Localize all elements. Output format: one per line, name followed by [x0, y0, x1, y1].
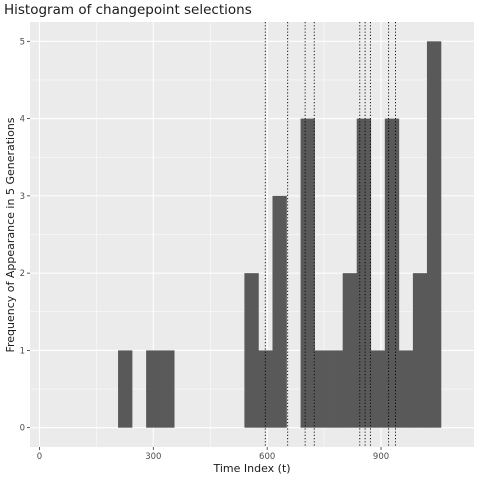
y-tick-label: 4	[20, 115, 25, 125]
x-tick-label: 600	[259, 452, 275, 462]
histogram-bars	[118, 41, 442, 428]
x-tick-label: 300	[145, 452, 161, 462]
y-tick-label: 1	[20, 346, 25, 356]
histogram-bar	[342, 273, 358, 428]
histogram-bar	[160, 350, 175, 428]
histogram-bar	[426, 41, 442, 428]
y-tick-label: 0	[20, 424, 25, 434]
histogram-bar	[244, 273, 259, 428]
histogram-bar	[258, 350, 273, 428]
histogram-bar	[370, 350, 386, 428]
x-axis-ticks: 0 300 600 900	[37, 447, 389, 462]
y-tick-label: 2	[20, 269, 25, 279]
histogram-bar	[412, 273, 428, 428]
chart-title: Histogram of changepoint selections	[4, 2, 252, 18]
histogram-bar	[314, 350, 329, 428]
histogram-bar	[356, 118, 372, 428]
histogram-bar	[398, 350, 414, 428]
x-tick-label: 900	[373, 452, 389, 462]
histogram-bar	[272, 195, 287, 428]
histogram-bar	[118, 350, 133, 428]
y-axis-title: Frequency of Appearance in 5 Generations	[4, 117, 17, 352]
histogram-bar	[146, 350, 161, 428]
x-tick-label: 0	[37, 452, 42, 462]
y-tick-label: 3	[20, 192, 25, 202]
histogram-bar	[384, 118, 400, 428]
histogram-bar	[300, 118, 315, 428]
changepoint-lines	[264, 22, 396, 447]
histogram-bar	[328, 350, 343, 428]
minor-gridlines	[30, 22, 474, 447]
y-tick-label: 5	[20, 37, 25, 47]
x-axis-title: Time Index (t)	[212, 462, 290, 475]
y-axis-ticks: 0 1 2 3 4 5	[20, 37, 30, 434]
